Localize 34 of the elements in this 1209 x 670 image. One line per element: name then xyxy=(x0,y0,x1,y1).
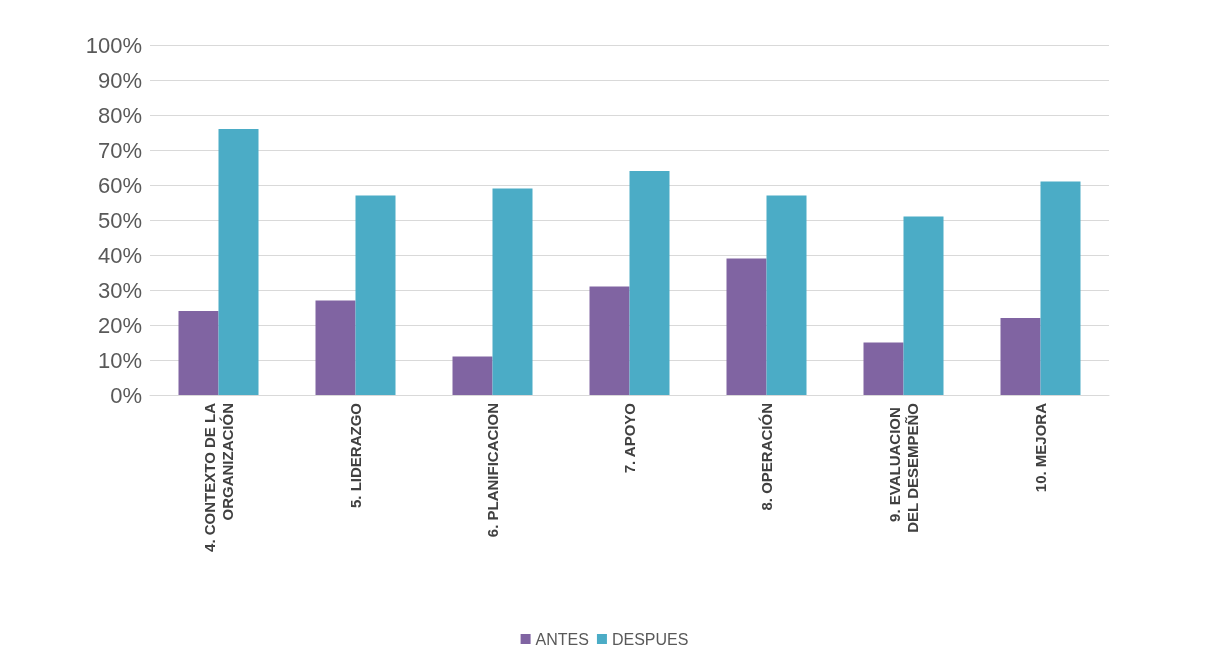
y-tick-label: 70% xyxy=(97,137,142,163)
bar xyxy=(903,216,944,395)
x-tick-label: 7. APOYO xyxy=(621,402,638,474)
x-tick-label: 6. PLANIFICACION xyxy=(484,403,501,538)
x-tick-label: 10. MEJORA xyxy=(1032,402,1049,493)
bar xyxy=(355,195,396,395)
bar xyxy=(492,188,533,395)
y-tick-label: 60% xyxy=(97,172,142,198)
y-tick-label: 0% xyxy=(110,382,142,408)
legend-label: DESPUES xyxy=(611,630,689,648)
bar xyxy=(863,342,904,395)
y-tick-label: 40% xyxy=(97,242,142,268)
bar xyxy=(726,258,767,395)
bar xyxy=(1040,181,1081,395)
bar xyxy=(1000,318,1041,395)
y-tick-label: 50% xyxy=(97,207,142,233)
y-tick-label: 10% xyxy=(97,347,142,373)
bar xyxy=(315,300,356,395)
legend-label: ANTES xyxy=(535,630,589,648)
y-tick-label: 80% xyxy=(97,102,142,128)
x-tick-label: 4. CONTEXTO DE LA ORGANIZACIÓN xyxy=(201,402,236,552)
x-tick-label: 8. OPERACIÓN xyxy=(758,403,775,511)
bar xyxy=(766,195,807,395)
bar xyxy=(452,356,493,395)
x-tick-label: 9. EVALUACION DEL DESEMPEÑO xyxy=(886,402,921,533)
y-tick-label: 100% xyxy=(85,32,142,58)
y-tick-label: 90% xyxy=(97,67,142,93)
y-tick-label: 20% xyxy=(97,312,142,338)
bar xyxy=(589,286,630,395)
bar xyxy=(178,311,219,395)
y-tick-label: 30% xyxy=(97,277,142,303)
bar xyxy=(218,129,259,395)
bar xyxy=(629,171,670,395)
x-tick-label: 5. LIDERAZGO xyxy=(347,402,364,509)
